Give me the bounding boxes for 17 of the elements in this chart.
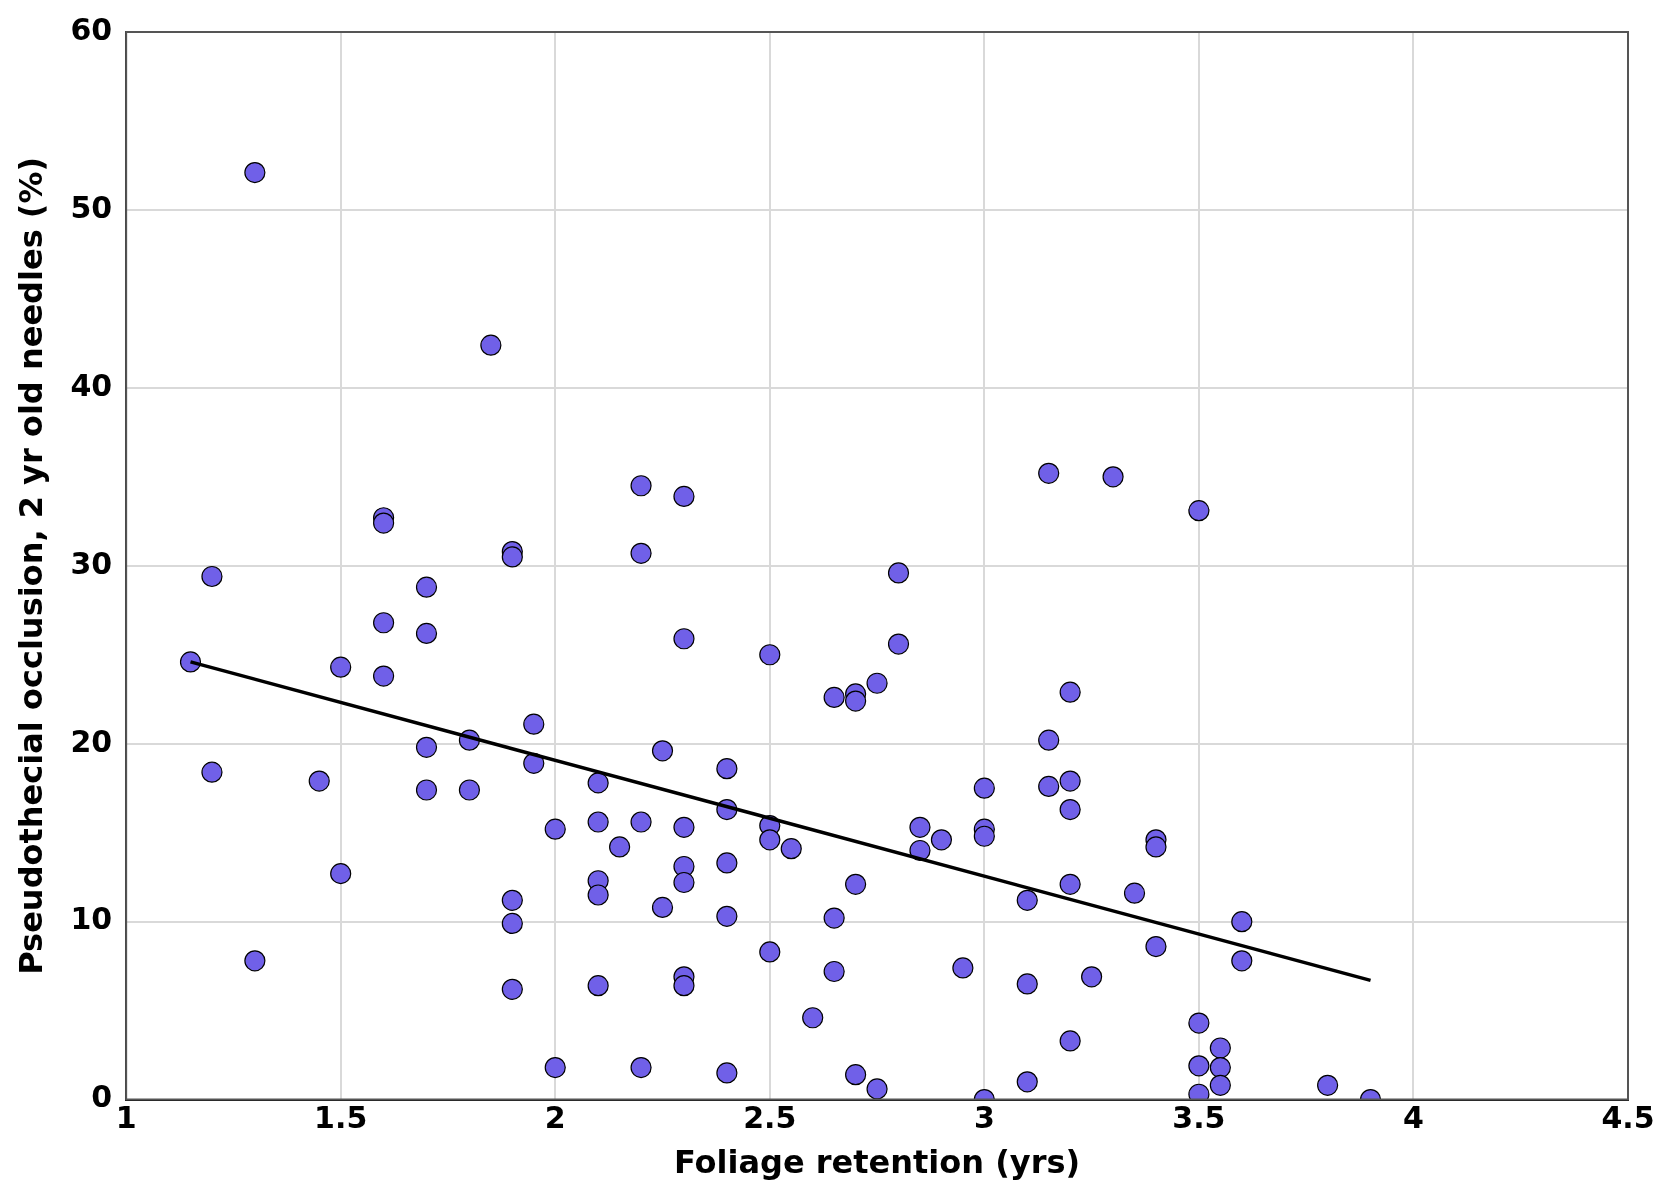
y-tick-label: 30	[70, 545, 113, 581]
x-tick-label: 4	[1403, 1100, 1424, 1136]
x-tick-label: 4.5	[1601, 1100, 1655, 1136]
y-tick-label: 10	[70, 901, 113, 937]
y-tick-label: 50	[70, 189, 113, 225]
y-axis-title: Pseudothecial occlusion, 2 yr old needles (%)	[11, 156, 50, 975]
y-tick-label: 40	[70, 367, 113, 403]
x-tick-label: 2.5	[743, 1100, 797, 1136]
x-tick-label: 2	[544, 1100, 566, 1136]
x-tick-label: 1.5	[314, 1100, 368, 1136]
x-tick-label: 1	[115, 1100, 137, 1136]
y-tick-label: 0	[91, 1079, 113, 1115]
y-tick-label: 60	[70, 11, 113, 47]
x-axis-title: Foliage retention (yrs)	[673, 1143, 1081, 1182]
y-tick-label: 20	[70, 723, 113, 759]
x-tick-label: 3	[973, 1100, 995, 1136]
x-tick-label: 3.5	[1172, 1100, 1226, 1136]
